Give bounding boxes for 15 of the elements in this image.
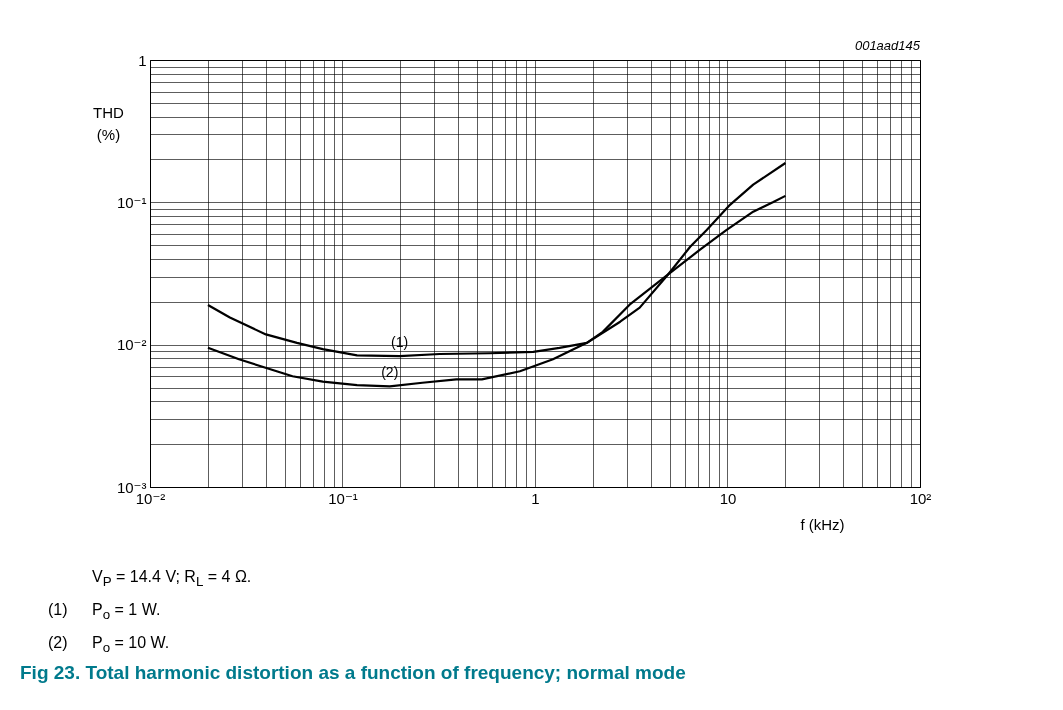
text: 001aad145	[854, 38, 920, 53]
x-tick-label: 10⁻²	[135, 489, 166, 507]
text: (2) P$_{o}$ = 10 W.	[48, 634, 170, 656]
x-tick-label: 10⁻¹	[328, 489, 358, 507]
text: (1) P$_{o}$ = 1 W.	[48, 601, 161, 623]
y-tick-label: 10⁻²	[116, 336, 147, 354]
x-tick-label: 10²	[909, 489, 932, 507]
x-axis-title: f (kHz)	[800, 515, 845, 533]
y-axis-title: THD (%)	[93, 103, 125, 143]
text: Fig 23. Total harmonic distortion as a function of frequency; normal mode	[20, 662, 686, 684]
text: V$_{P}$ = 14.4 V; R$_{L}$ = 4 Ω.	[92, 568, 252, 590]
y-tick-label: 1	[138, 51, 147, 69]
x-tick-label: 10	[719, 489, 737, 507]
x-tick-label: 1	[531, 489, 540, 507]
y-tick-label: 10⁻¹	[116, 193, 147, 211]
